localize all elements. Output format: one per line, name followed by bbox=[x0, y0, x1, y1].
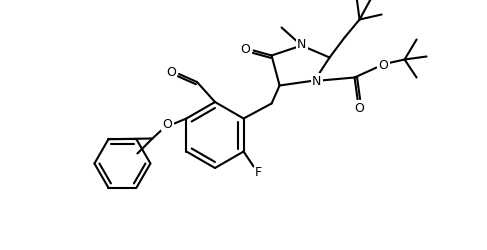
Text: N: N bbox=[297, 38, 306, 51]
Text: F: F bbox=[255, 165, 262, 178]
Text: N: N bbox=[312, 75, 321, 88]
Text: O: O bbox=[166, 66, 176, 79]
Text: O: O bbox=[355, 102, 364, 114]
Text: O: O bbox=[241, 43, 250, 56]
Text: O: O bbox=[163, 118, 172, 130]
Text: O: O bbox=[378, 59, 389, 72]
